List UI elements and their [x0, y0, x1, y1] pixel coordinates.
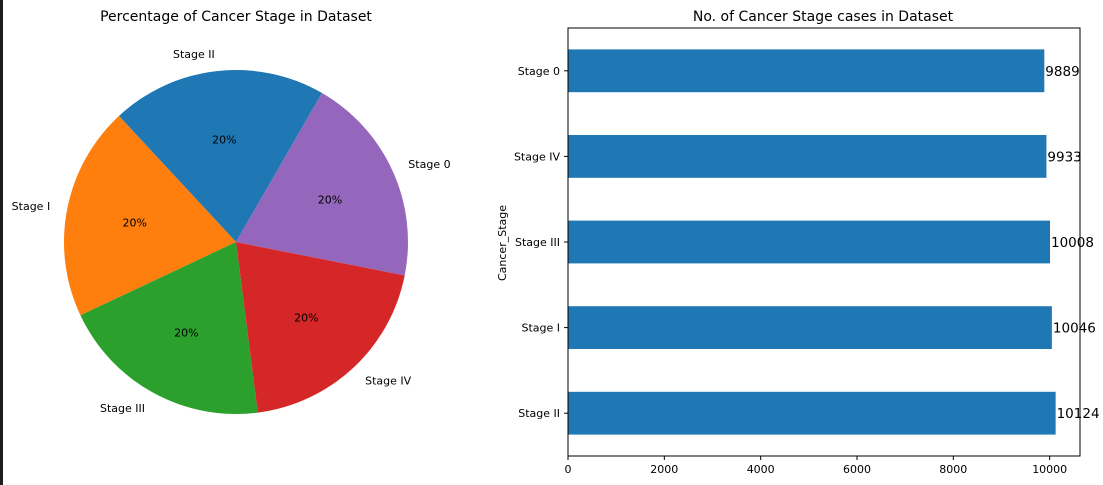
- y-tick-label: Stage III: [515, 236, 560, 249]
- bar-chart: No. of Cancer Stage cases in Dataset Can…: [496, 9, 1100, 476]
- pie-percent-label: 20%: [174, 327, 198, 340]
- pie-slice-stage-i: [63, 115, 236, 316]
- pie-slice-stage-iv: [236, 242, 405, 413]
- plot-frame: [567, 27, 1081, 457]
- pie-category-label: Stage II: [173, 48, 215, 61]
- pie-percent-label: 20%: [294, 311, 318, 324]
- pie-percent-label: 20%: [122, 216, 146, 229]
- bar-stage-iii: [568, 220, 1051, 264]
- bar-value-label: 10008: [1051, 235, 1094, 251]
- x-tick-label: 2000: [650, 463, 678, 476]
- bar-stage-0: [568, 49, 1045, 93]
- pie-slice-stage-0: [236, 93, 408, 276]
- y-tick-label: Stage II: [518, 407, 560, 420]
- pie-category-label: Stage 0: [408, 158, 450, 171]
- bar-value-label: 9889: [1045, 64, 1079, 80]
- pie-percent-label: 20%: [212, 134, 236, 147]
- x-tick-label: 8000: [939, 463, 967, 476]
- y-axis-label: Cancer_Stage: [496, 205, 509, 281]
- pie-slice-stage-iii: [80, 242, 258, 414]
- bar-value-label: 10046: [1053, 321, 1096, 337]
- x-tick-label: 10000: [1032, 463, 1067, 476]
- x-tick-label: 6000: [843, 463, 871, 476]
- y-tick-label: Stage IV: [514, 150, 561, 163]
- bar-chart-title: No. of Cancer Stage cases in Dataset: [693, 9, 954, 25]
- pie-category-label: Stage I: [12, 200, 51, 213]
- pie-chart-title: Percentage of Cancer Stage in Dataset: [100, 9, 372, 25]
- pie-category-label: Stage III: [100, 402, 145, 415]
- window-edge: [0, 0, 3, 485]
- pie-category-label: Stage IV: [365, 374, 412, 387]
- y-tick-label: Stage I: [521, 322, 560, 335]
- bar-stage-i: [568, 306, 1052, 349]
- pie-percent-label: 20%: [318, 193, 342, 206]
- x-tick-label: 0: [565, 463, 572, 476]
- bar-value-label: 10124: [1057, 406, 1100, 422]
- bar-value-label: 9933: [1047, 149, 1081, 165]
- pie-slice-stage-ii: [118, 69, 323, 243]
- bar-stage-iv: [568, 135, 1047, 178]
- pie-chart: Percentage of Cancer Stage in Dataset 20…: [12, 9, 451, 415]
- bar-stage-ii: [568, 391, 1056, 435]
- x-tick-label: 4000: [747, 463, 775, 476]
- y-tick-label: Stage 0: [518, 65, 560, 78]
